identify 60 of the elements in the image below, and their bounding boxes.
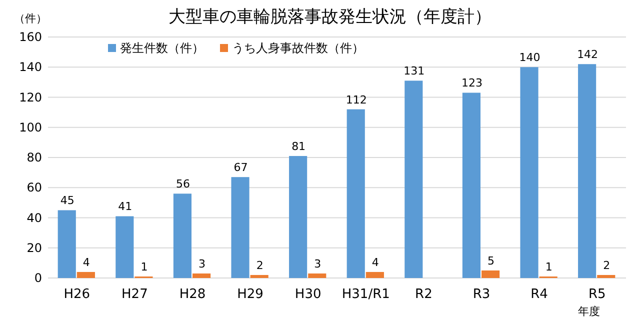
y-tick-label: 40 — [26, 210, 42, 225]
bar — [404, 80, 423, 278]
data-label: 3 — [314, 257, 322, 270]
legend-label: 発生件数（件） — [120, 41, 204, 55]
x-tick-label: H30 — [294, 287, 322, 302]
bar — [289, 156, 308, 278]
y-tick-label: 80 — [26, 150, 42, 164]
bar — [250, 274, 268, 278]
data-label: 4 — [372, 256, 379, 269]
data-label: 123 — [461, 76, 482, 90]
bar — [462, 92, 480, 278]
data-label: 56 — [176, 178, 190, 191]
x-axis-title: 年度 — [578, 305, 600, 318]
x-tick-label: H29 — [237, 287, 264, 302]
bar — [597, 274, 616, 278]
bar — [173, 194, 192, 278]
data-label: 131 — [404, 64, 425, 78]
y-axis-title: （件） — [14, 12, 47, 25]
y-tick-label: 160 — [19, 30, 42, 44]
data-label: 5 — [488, 254, 495, 268]
bar — [308, 273, 326, 278]
data-label: 41 — [118, 200, 132, 214]
bar — [482, 270, 500, 278]
y-tick-label: 0 — [34, 271, 42, 285]
y-tick-label: 20 — [26, 240, 42, 255]
bar — [366, 272, 384, 278]
bar — [578, 64, 596, 278]
bar — [58, 210, 76, 278]
bar — [231, 177, 250, 278]
bar — [520, 67, 538, 278]
x-tick-label: R3 — [472, 287, 490, 302]
data-label: 2 — [603, 258, 610, 272]
chart-title: 大型車の車輪脱落事故発生状況（年度計） — [168, 7, 492, 27]
data-label: 4 — [82, 256, 90, 269]
x-tick-label: H26 — [64, 287, 90, 302]
x-tick-label: R4 — [530, 287, 548, 302]
x-tick-label: R5 — [588, 287, 606, 302]
data-label: 81 — [292, 140, 306, 153]
x-tick-label: H28 — [179, 287, 206, 302]
y-tick-label: 60 — [26, 180, 42, 195]
bar — [346, 109, 365, 278]
bar — [192, 273, 211, 278]
x-tick-label: R2 — [415, 287, 432, 302]
data-label: 142 — [577, 48, 598, 62]
y-tick-label: 140 — [19, 60, 42, 74]
data-label: 2 — [256, 258, 264, 272]
data-label: 3 — [198, 257, 206, 270]
bar — [116, 216, 134, 278]
legend-label: うち人身事故件数（件） — [232, 41, 364, 55]
data-label: 1 — [545, 260, 552, 274]
x-tick-label: H27 — [122, 287, 148, 302]
data-label: 67 — [234, 161, 248, 174]
data-label: 112 — [346, 93, 367, 106]
y-tick-label: 100 — [19, 120, 42, 134]
y-tick-label: 120 — [19, 90, 42, 104]
bar — [76, 272, 95, 278]
x-tick-label: H31/R1 — [342, 287, 390, 302]
data-label: 140 — [519, 51, 540, 64]
data-label: 1 — [140, 260, 148, 274]
data-label: 45 — [60, 194, 74, 208]
